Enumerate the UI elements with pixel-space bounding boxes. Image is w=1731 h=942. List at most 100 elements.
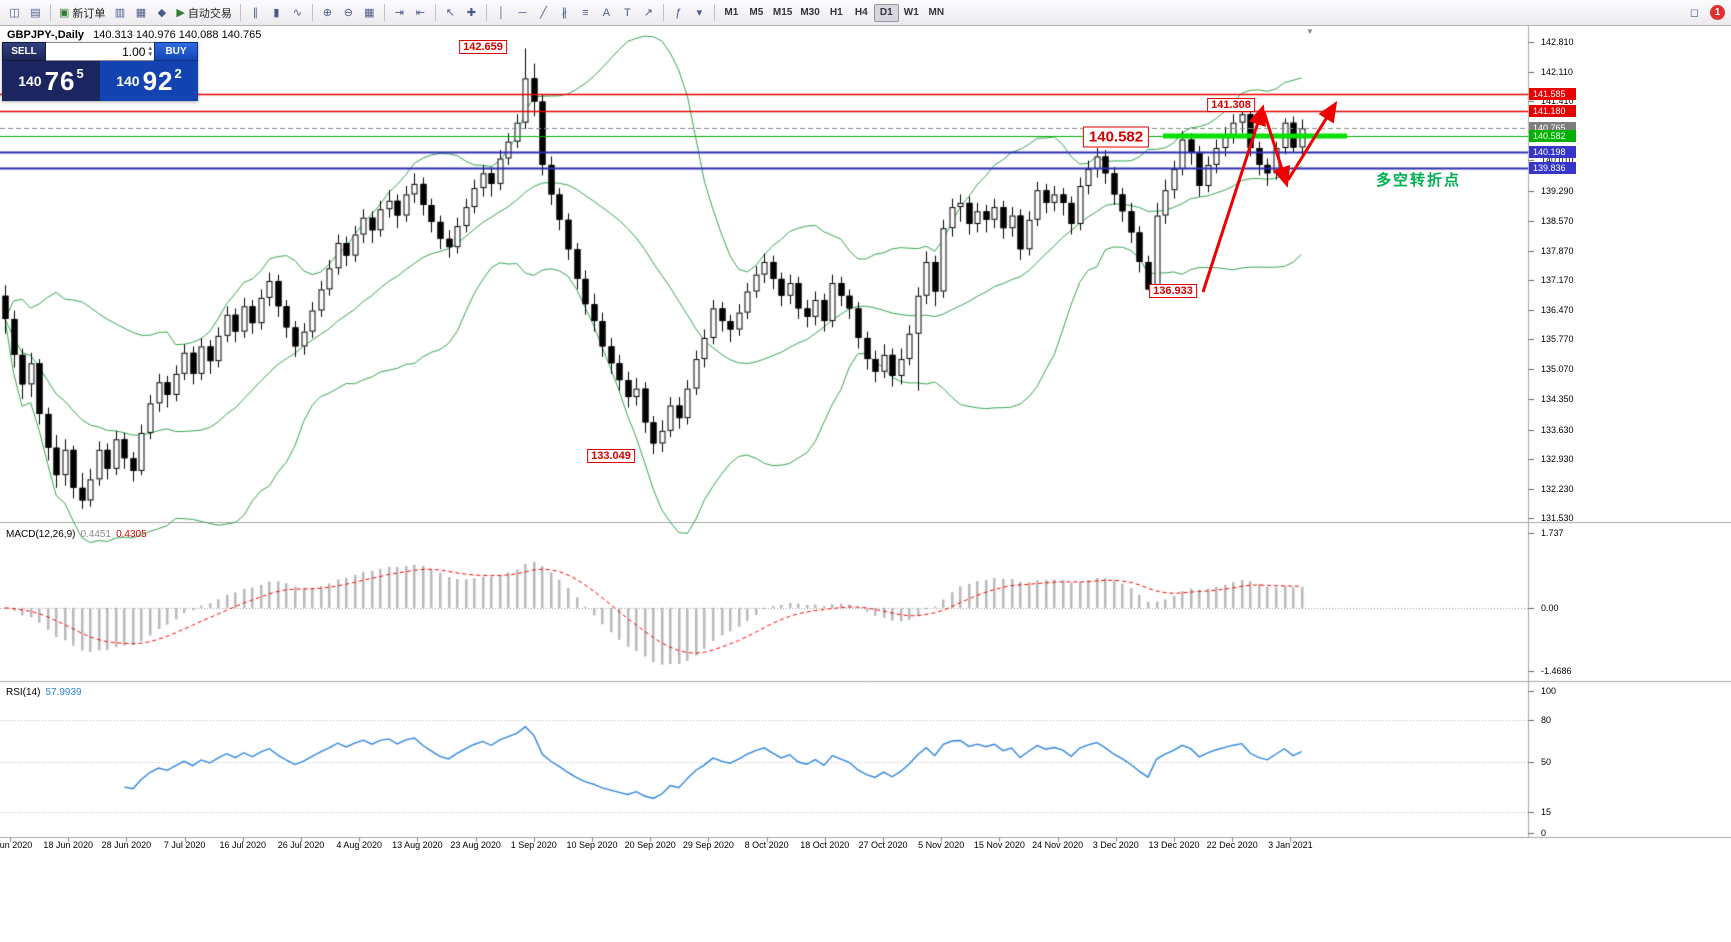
date-label: 28 Jun 2020 xyxy=(101,840,152,850)
market-watch-button[interactable]: ▥ xyxy=(109,3,130,23)
candlestick-chart-button[interactable]: ▮ xyxy=(266,3,287,23)
chart-profiles-button[interactable]: ▤ xyxy=(25,3,46,23)
line-chart-icon: ∿ xyxy=(292,7,302,19)
price-callout[interactable]: 141.308 xyxy=(1207,98,1255,112)
equidistant-channel-icon: ∦ xyxy=(561,7,568,19)
navigator-button[interactable]: ◆ xyxy=(151,3,172,23)
volume-spinner: ▴ ▾ xyxy=(148,44,152,58)
date-label: 15 Nov 2020 xyxy=(973,840,1025,850)
text-label-icon: T xyxy=(624,6,631,19)
timeframe-d1-button[interactable]: D1 xyxy=(873,3,899,22)
price-line-label[interactable]: 140.582 xyxy=(1529,130,1576,143)
macd-scale-tick: -1.4686 xyxy=(1541,666,1572,677)
bid-pips: 76 xyxy=(44,65,76,96)
date-label: 13 Dec 2020 xyxy=(1148,840,1200,850)
ask-price-display[interactable]: 140 92 2 xyxy=(100,61,198,101)
new-order-button[interactable]: ▣ 新订单 xyxy=(55,3,109,23)
price-tick: 136.470 xyxy=(1541,304,1574,315)
price-line-label[interactable]: 139.836 xyxy=(1529,161,1576,174)
date-label: 18 Jun 2020 xyxy=(43,840,93,850)
navigator-icon: ◆ xyxy=(157,7,167,19)
chart-shift-button[interactable]: ⇤ xyxy=(410,3,431,23)
indicators-list-button[interactable]: ▾ xyxy=(689,3,710,23)
new-chart-button[interactable]: ◫ xyxy=(4,3,25,23)
chart-note-text[interactable]: 多空转折点 xyxy=(1376,172,1462,189)
indicators-button[interactable]: ƒ xyxy=(668,3,689,23)
macd-scale-tick: 1.737 xyxy=(1541,528,1564,539)
price-tick: 134.350 xyxy=(1541,394,1574,405)
price-tick: 132.230 xyxy=(1541,483,1574,494)
timeframe-h4-button[interactable]: H4 xyxy=(854,7,868,18)
timeframe-m1-button[interactable]: M1 xyxy=(724,7,739,18)
volume-down-button[interactable]: ▾ xyxy=(148,50,152,58)
date-label: 27 Oct 2020 xyxy=(858,840,908,850)
timeframe-m5-button[interactable]: M5 xyxy=(749,7,764,18)
toolbar-right: ◻ 1 xyxy=(1684,3,1727,23)
ask-point: 2 xyxy=(174,65,182,81)
timeframe-mn-button[interactable]: MN xyxy=(928,7,945,18)
arrows-tool-button[interactable]: ↗ xyxy=(638,3,659,23)
data-window-button[interactable]: ▦ xyxy=(130,3,151,23)
rsi-scale-tick: 0 xyxy=(1541,827,1547,838)
rsi-value: 57.9939 xyxy=(45,687,82,698)
date-label: 24 Nov 2020 xyxy=(1032,840,1084,850)
fibonacci-retracement-button[interactable]: ≡ xyxy=(575,3,596,23)
pane-separator-macd[interactable] xyxy=(0,519,1731,526)
timeframe-m15-button[interactable]: M15 xyxy=(772,7,793,18)
date-label: 7 Jul 2020 xyxy=(163,840,206,850)
cursor-button[interactable]: ↖ xyxy=(440,3,461,23)
volume-field[interactable]: 1.00 ▴ ▾ xyxy=(46,42,154,61)
chart-profiles-icon: ▤ xyxy=(30,7,41,19)
price-line-label[interactable]: 141.585 xyxy=(1529,87,1576,100)
chart-window-button[interactable]: ◻ xyxy=(1684,3,1705,23)
zoom-in-button[interactable]: ⊕ xyxy=(317,3,338,23)
macd-name: MACD(12,26,9) xyxy=(6,529,76,540)
bars-chart-icon: ∥ xyxy=(252,7,259,19)
chart-shift-marker[interactable]: ▼ xyxy=(1306,27,1314,36)
price-callout[interactable]: 140.582 xyxy=(1082,126,1150,148)
date-label: 8 Jun 2020 xyxy=(0,840,33,850)
price-tick: 131.530 xyxy=(1541,513,1574,524)
text-label-button[interactable]: T xyxy=(617,3,638,23)
tile-windows-button[interactable]: ▦ xyxy=(359,3,380,23)
text-tool-button[interactable]: A xyxy=(596,3,617,23)
timeframe-w1-button[interactable]: W1 xyxy=(903,7,919,18)
crosshair-button[interactable]: ✚ xyxy=(461,3,482,23)
bars-chart-button[interactable]: ∥ xyxy=(245,3,266,23)
timeframe-h1-button[interactable]: H1 xyxy=(829,7,843,18)
date-label: 1 Sep 2020 xyxy=(510,840,557,850)
pane-separator-rsi[interactable] xyxy=(0,678,1731,685)
date-label: 5 Nov 2020 xyxy=(918,840,965,850)
equidistant-channel-button[interactable]: ∦ xyxy=(554,3,575,23)
date-label: 29 Sep 2020 xyxy=(682,840,734,850)
price-callout[interactable]: 136.933 xyxy=(1149,284,1197,298)
rsi-scale-tick: 50 xyxy=(1541,757,1552,768)
price-callout[interactable]: 142.659 xyxy=(459,40,507,54)
arrows-tool-icon: ↗ xyxy=(643,7,653,19)
price-callout[interactable]: 133.049 xyxy=(587,449,635,463)
indicators-list-icon: ▾ xyxy=(696,7,703,19)
volume-up-button[interactable]: ▴ xyxy=(148,44,152,52)
horizontal-line-button[interactable]: ─ xyxy=(512,3,533,23)
price-tick: 140.010 xyxy=(1541,155,1574,166)
sell-button[interactable]: SELL xyxy=(2,42,46,61)
auto-trading-button[interactable]: ▶ 自动交易 xyxy=(172,3,235,23)
date-label: 8 Oct 2020 xyxy=(744,840,789,850)
bid-price-display[interactable]: 140 76 5 xyxy=(2,61,100,101)
notification-badge[interactable]: 1 xyxy=(1710,5,1725,20)
market-watch-icon: ▥ xyxy=(114,7,126,19)
price-line-label[interactable]: 140.198 xyxy=(1529,146,1576,159)
crosshair-icon: ✚ xyxy=(466,7,476,19)
trendline-button[interactable]: ╱ xyxy=(533,3,554,23)
price-tick: 141.410 xyxy=(1541,96,1574,107)
toolbar-separator xyxy=(383,4,385,21)
auto-scroll-button[interactable]: ⇥ xyxy=(389,3,410,23)
vertical-line-button[interactable]: │ xyxy=(491,3,512,23)
price-line-label[interactable]: 141.180 xyxy=(1529,104,1576,117)
line-chart-button[interactable]: ∿ xyxy=(287,3,308,23)
zoom-out-button[interactable]: ⊖ xyxy=(338,3,359,23)
buy-button[interactable]: BUY xyxy=(154,42,198,61)
timeframe-m30-button[interactable]: M30 xyxy=(800,7,820,18)
